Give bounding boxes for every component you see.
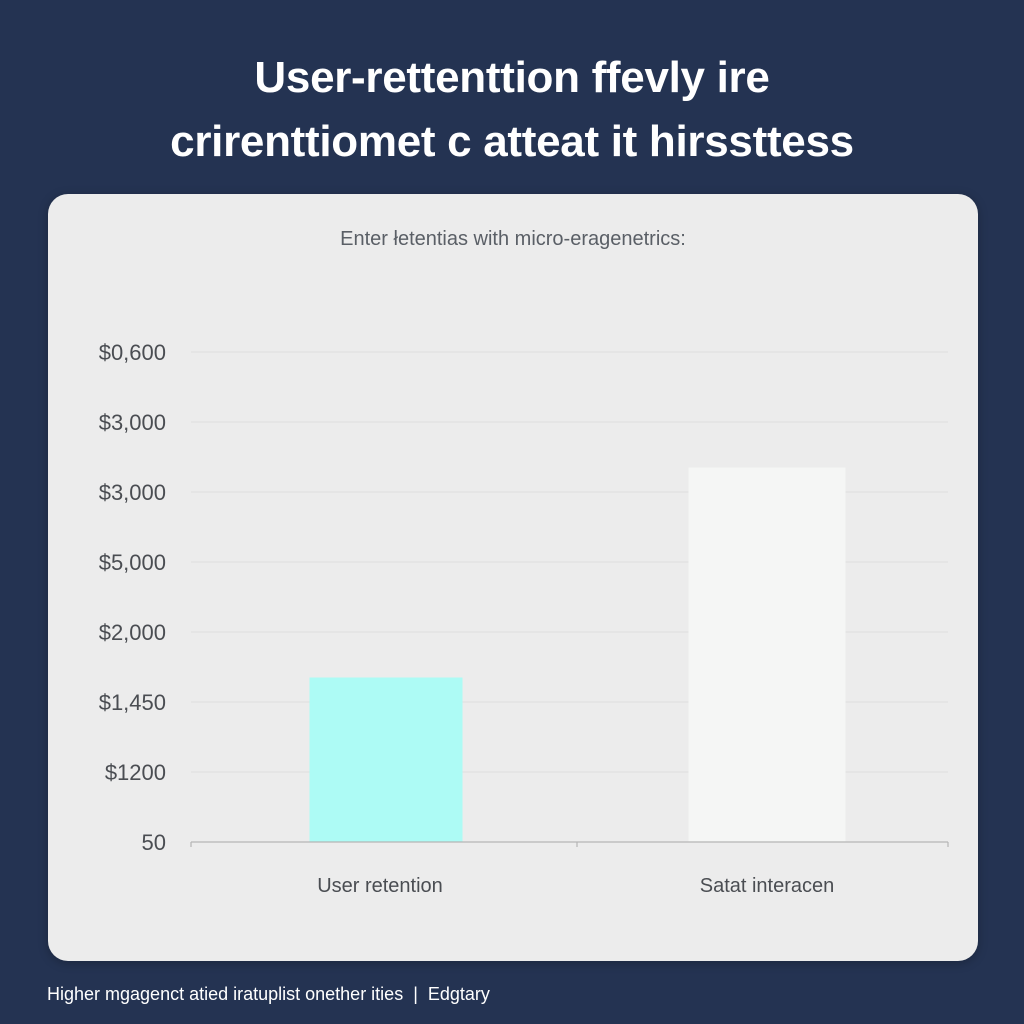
- chart-title-line-2: crirenttiomet c atteat it hirssttess: [170, 117, 854, 166]
- y-tick-label: $2,000: [99, 620, 166, 645]
- x-tick-label: Satat interacen: [700, 875, 835, 897]
- footer-separator: |: [413, 984, 418, 1004]
- y-tick-label: $3,000: [99, 480, 166, 505]
- footer-caption: Higher mgagenct atied iratuplist onether…: [47, 984, 404, 1004]
- chart-title: User-rettenttion ffevly ire crirenttiome…: [40, 46, 984, 174]
- y-tick-label: $0,600: [99, 340, 166, 365]
- y-tick-label: $3,000: [99, 410, 166, 435]
- y-tick-label: $1200: [105, 760, 166, 785]
- bar: [309, 677, 463, 842]
- chart-title-line-1: User-rettenttion ffevly ire: [254, 53, 770, 102]
- y-tick-label: $5,000: [99, 550, 166, 575]
- footer: Higher mgagenct atied iratuplist onether…: [47, 984, 490, 1005]
- footer-brand: Edgtary: [427, 984, 490, 1004]
- chart-subtitle: Enter łetentias with micro-eragenetrics:: [340, 228, 686, 250]
- bar: [688, 467, 846, 842]
- x-tick-label: User retention: [317, 875, 443, 897]
- y-tick-label: $1,450: [99, 690, 166, 715]
- chart-card: Enter łetentias with micro-eragenetrics:…: [48, 194, 978, 961]
- bar-chart: 50 $1200 $1,450 $2,000 $5,000 $3,000 $3,000 $0,…: [99, 340, 949, 897]
- y-tick-label: 50: [142, 830, 166, 855]
